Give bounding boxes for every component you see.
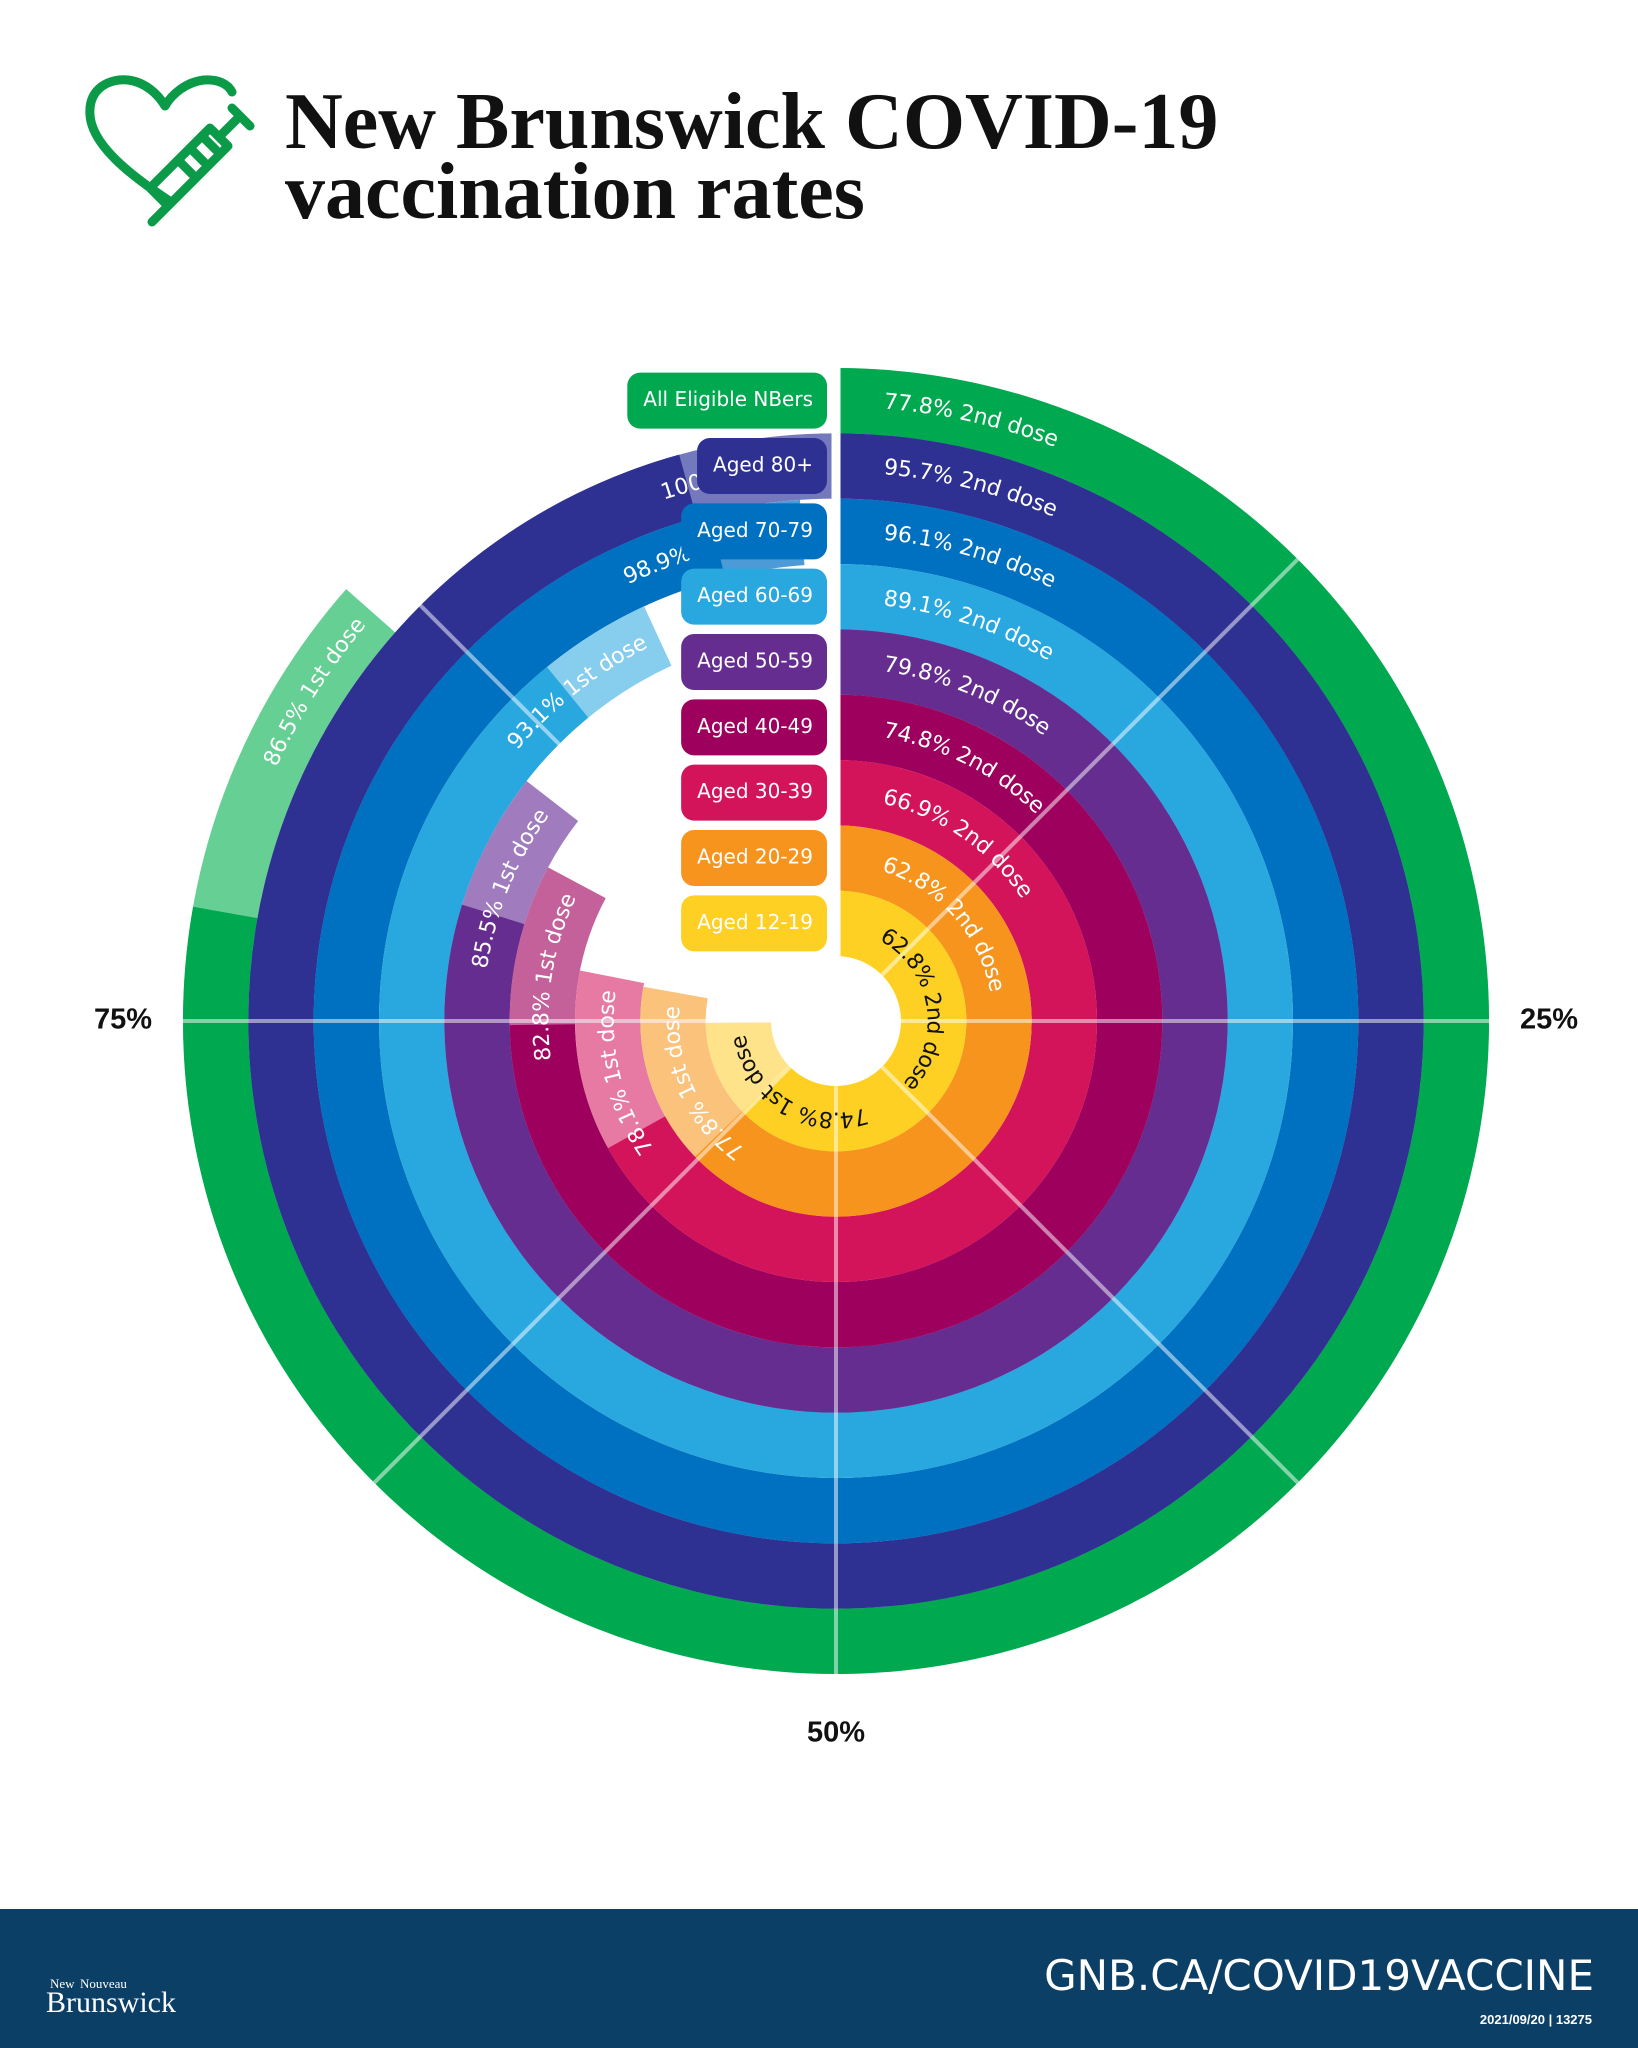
- second-dose-arc: [695, 825, 1032, 1217]
- category-label: All Eligible NBers: [643, 387, 813, 411]
- category-tab: [681, 634, 827, 690]
- grid-line: [880, 1065, 1300, 1485]
- first-dose-arc: [248, 433, 1424, 1609]
- title-line: vaccination rates: [285, 148, 865, 236]
- second-dose-arc: [742, 890, 967, 1152]
- category-label: Aged 70-79: [697, 518, 813, 542]
- grid-line: [880, 557, 1300, 977]
- category-tab: [681, 568, 827, 625]
- category-tab: [681, 699, 827, 756]
- logo-text: Nouveau: [80, 1976, 127, 1991]
- category-tab: [697, 438, 827, 494]
- category-tab: [681, 830, 827, 886]
- category-tab: [627, 372, 827, 429]
- category-label: Aged 80+: [713, 453, 813, 477]
- category-label: Aged 30-39: [697, 779, 813, 803]
- category-label: Aged 40-49: [697, 714, 813, 738]
- heart-syringe-icon: [85, 75, 255, 227]
- tick-label: 50%: [807, 1717, 865, 1749]
- category-label: Aged 60-69: [697, 583, 813, 607]
- category-label: Aged 50-59: [697, 649, 813, 673]
- category-tab: [681, 895, 827, 952]
- category-label: Aged 12-19: [697, 910, 813, 934]
- category-tab: [681, 764, 827, 821]
- category-tab: [681, 503, 827, 560]
- grid-line: [372, 1065, 792, 1485]
- footer-url: GNB.CA/COVID19VACCINE: [1044, 1951, 1594, 2000]
- category-label: Aged 20-29: [697, 845, 813, 869]
- tick-label: 25%: [1520, 1004, 1578, 1036]
- logo-text: Brunswick: [46, 1986, 176, 2019]
- footer-date: 2021/09/20 | 13275: [1480, 2012, 1592, 2027]
- footer-band: [0, 1909, 1638, 2048]
- tick-label: 75%: [94, 1004, 152, 1036]
- logo-text: New: [50, 1976, 75, 1991]
- title-line: New Brunswick COVID-19: [285, 78, 1218, 166]
